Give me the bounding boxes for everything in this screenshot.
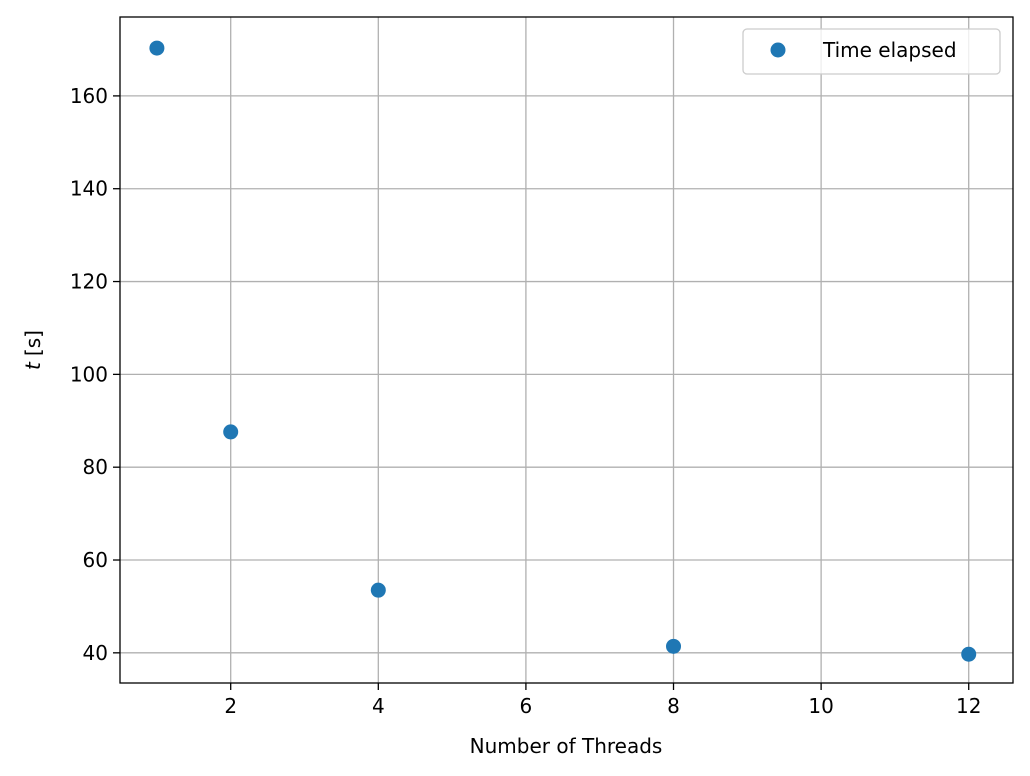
data-point <box>149 40 165 56</box>
x-tick-label: 12 <box>956 694 981 718</box>
y-tick-label: 120 <box>70 270 108 294</box>
data-point <box>666 638 682 654</box>
data-point <box>223 424 239 440</box>
y-axis-label-symbol: t <box>21 361 45 370</box>
y-tick-label: 40 <box>83 641 108 665</box>
data-points <box>149 40 977 662</box>
y-axis-label-unit: [s] <box>21 330 45 356</box>
y-axis-label: t [s] <box>21 330 45 370</box>
x-tick-label: 6 <box>520 694 533 718</box>
y-tick-label: 140 <box>70 177 108 201</box>
y-tick-label: 80 <box>83 455 108 479</box>
axis-ticks: 2 4 6 8 10 12 40 60 80 100 120 140 160 <box>70 84 982 718</box>
y-tick-label: 160 <box>70 84 108 108</box>
x-axis-label: Number of Threads <box>470 734 663 758</box>
x-tick-label: 8 <box>667 694 680 718</box>
legend: Time elapsed <box>742 28 1001 75</box>
x-tick-label: 10 <box>808 694 833 718</box>
data-point <box>370 582 386 598</box>
y-tick-label: 100 <box>70 362 108 386</box>
y-tick-label: 60 <box>83 548 108 572</box>
legend-label: Time elapsed <box>822 38 957 62</box>
x-tick-label: 4 <box>372 694 385 718</box>
data-point <box>961 646 977 662</box>
legend-marker <box>770 42 786 58</box>
grid-lines <box>120 17 1013 683</box>
legend-box <box>742 28 1001 75</box>
plot-frame <box>119 16 1014 684</box>
x-tick-label: 2 <box>224 694 237 718</box>
